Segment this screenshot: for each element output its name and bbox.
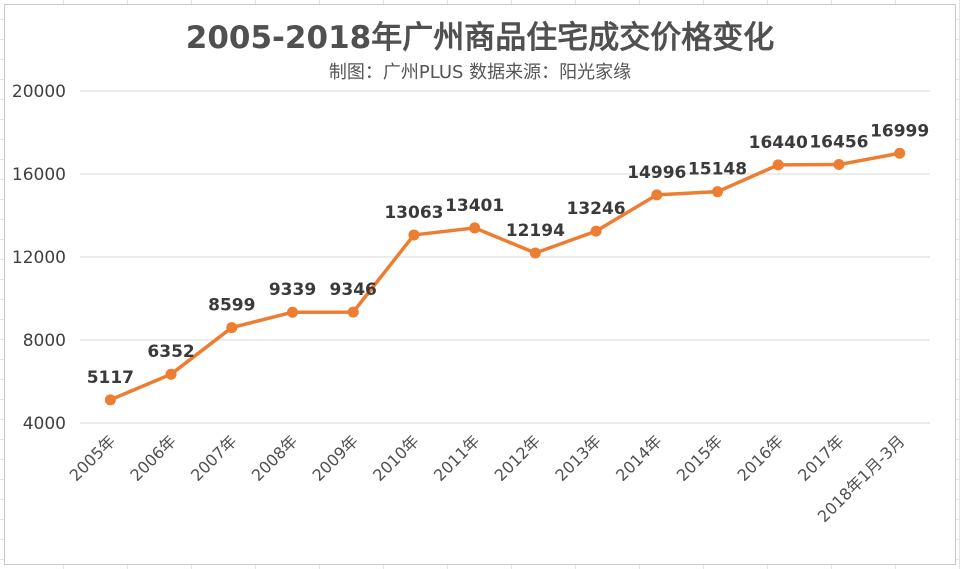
data-point[interactable] [712,186,723,198]
data-label: 5117 [87,368,134,388]
chart-subtitle: 制图：广州PLUS 数据来源：阳光家缘 [329,62,631,83]
x-tick-label: 2008年 [248,431,302,485]
data-point[interactable] [772,159,784,171]
data-point[interactable] [529,247,541,259]
data-label: 13401 [445,196,504,216]
data-point[interactable] [590,225,602,237]
data-label: 14996 [627,163,686,183]
data-label: 9346 [330,280,377,300]
x-tick-label: 2009年 [308,431,362,485]
data-point[interactable] [651,189,663,201]
data-point[interactable] [833,159,845,171]
data-labels: 5117 6352 8599 9339 9346 13063 134011219413246… [87,121,930,388]
x-tick-label: 2005年 [66,431,120,485]
data-label: 12194 [506,221,565,241]
x-tick-label: 2017年 [794,431,848,485]
data-point[interactable] [165,368,177,380]
x-tick-label: 2011年 [430,431,484,485]
x-tick-label: 2013年 [551,431,605,485]
chart-title: 2005-2018年广州商品住宅成交价格变化 [186,20,774,56]
data-label: 16440 [749,133,808,153]
chart-area[interactable] [4,4,956,565]
x-tick-label: 2016年 [733,431,787,485]
y-tick-label: 16000 [12,165,66,185]
x-tick-label: 2014年 [612,431,666,485]
data-point[interactable] [894,147,906,159]
data-label: 8599 [208,296,255,316]
y-tick-label: 4000 [23,414,66,434]
data-point[interactable] [408,229,420,241]
data-point[interactable] [347,306,359,318]
data-label: 15148 [688,160,747,180]
data-label: 16999 [870,121,929,141]
gridlines [80,90,930,424]
series-layer [104,147,906,406]
x-axis-ticks: 2005年 2006年 2007年 2008年 2009年 2010年 2011年 2012年… [66,431,909,526]
x-tick-label: 2006年 [126,431,180,485]
data-point[interactable] [469,222,481,234]
data-point[interactable] [104,394,116,406]
data-label: 9339 [269,280,316,300]
y-tick-label: 20000 [12,82,66,102]
x-tick-label: 2015年 [673,431,727,485]
data-label: 16456 [809,133,868,153]
x-tick-label: 2012年 [491,431,545,485]
data-point[interactable] [287,306,298,318]
x-tick-label: 2007年 [187,431,241,485]
x-tick-label: 2010年 [369,431,423,485]
y-tick-label: 12000 [12,248,66,268]
data-point[interactable] [226,322,238,334]
data-label: 13063 [384,203,443,223]
series-line [109,151,900,402]
y-tick-label: 8000 [23,331,66,351]
data-label: 6352 [147,342,194,362]
data-label: 13246 [566,199,625,219]
y-axis-ticks: 4000 8000 12000 16000 20000 [12,82,66,434]
